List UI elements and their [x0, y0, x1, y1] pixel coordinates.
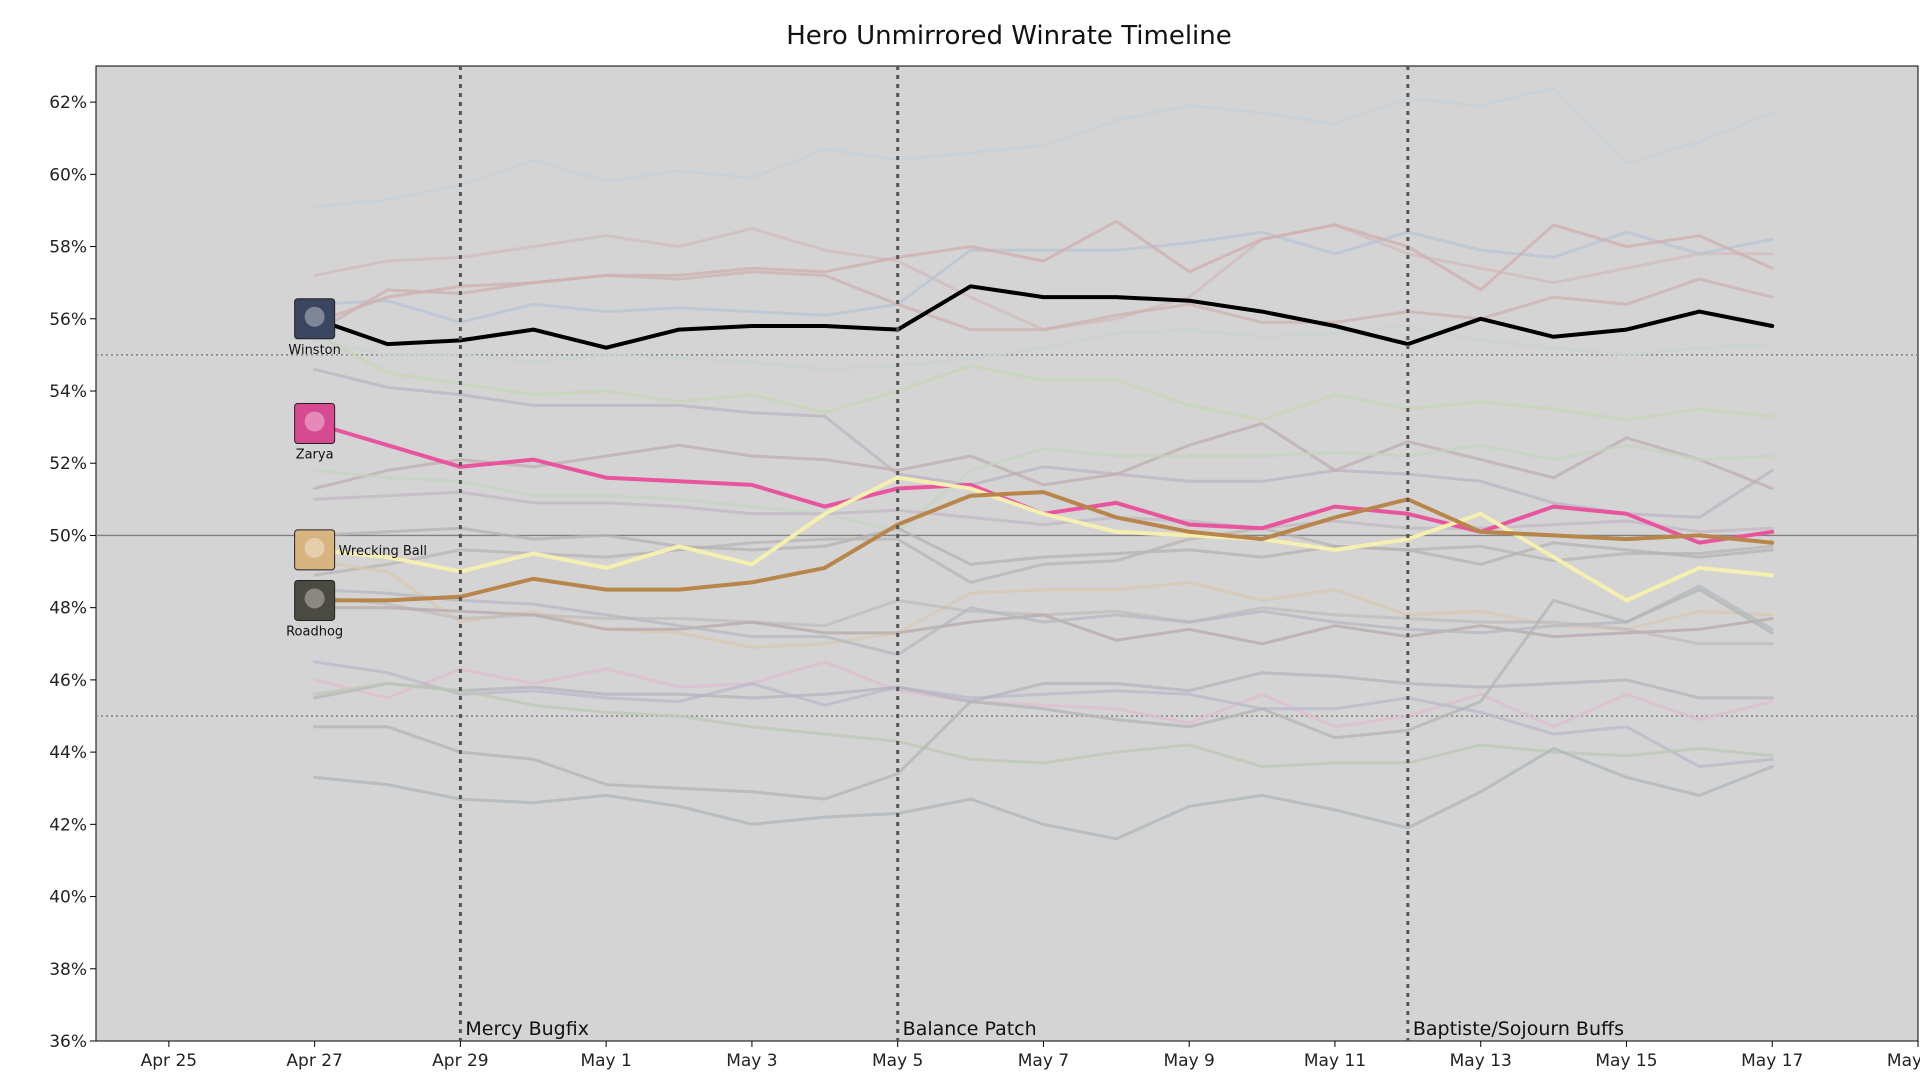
y-tick-label-3: 42% — [49, 815, 87, 835]
y-tick-label-0: 36% — [49, 1032, 87, 1052]
x-tick-label-1: Apr 27 — [286, 1051, 342, 1071]
winston-icon — [294, 298, 336, 340]
series-line-21 — [313, 660, 1774, 729]
event-label-2: Baptiste/Sojourn Buffs — [1413, 1018, 1624, 1040]
hero-markers: Winston Zarya Wrecking Ball Roadhog — [286, 298, 427, 639]
y-tick-label-8: 52% — [49, 454, 87, 474]
series-line-23 — [313, 671, 1774, 704]
wrecking-ball-icon-face — [304, 537, 325, 558]
y-tick-label-7: 50% — [49, 526, 87, 546]
hero-marker-zarya: Zarya — [294, 403, 336, 463]
series-line-12 — [313, 422, 1774, 490]
wrecking-ball-label: Wrecking Ball — [339, 544, 427, 559]
y-tick-label-12: 60% — [49, 165, 87, 185]
series-line-25 — [313, 588, 1774, 801]
x-tick-label-9: May 13 — [1450, 1051, 1512, 1071]
y-tick-label-13: 62% — [49, 93, 87, 113]
zarya-icon-face — [304, 411, 325, 432]
hero-marker-roadhog: Roadhog — [286, 579, 343, 639]
hero-marker-winston: Winston — [288, 298, 341, 358]
series-line-winston — [312, 284, 1775, 350]
series-line-wrecking-ball — [312, 475, 1775, 603]
series-line-8 — [313, 270, 1774, 335]
x-tick-label-5: May 5 — [872, 1051, 923, 1071]
x-tick-label-3: May 1 — [580, 1051, 631, 1071]
series-line-16 — [313, 526, 1774, 584]
y-tick-label-9: 54% — [49, 382, 87, 402]
highlighted-series-layer — [312, 284, 1775, 603]
wrecking-ball-icon — [294, 529, 336, 571]
series-line-6 — [313, 230, 1774, 324]
series-line-24 — [313, 682, 1774, 769]
series-line-roadhog — [312, 490, 1775, 603]
x-tick-label-0: Apr 25 — [141, 1051, 197, 1071]
series-line-9 — [313, 324, 1774, 371]
zarya-icon — [294, 403, 336, 444]
chart-title: Hero Unmirrored Winrate Timeline — [786, 21, 1232, 51]
x-tick-label-8: May 11 — [1304, 1051, 1366, 1071]
series-line-10 — [313, 331, 1774, 422]
roadhog-icon-face — [304, 588, 325, 609]
reference-lines — [96, 354, 1918, 717]
winston-icon-face — [304, 306, 325, 327]
series-line-26 — [313, 747, 1774, 841]
y-tick-label-2: 40% — [49, 888, 87, 908]
series-line-13 — [313, 443, 1774, 534]
series-line-20 — [313, 584, 1774, 657]
faded-series-layer — [313, 86, 1774, 841]
x-tick-label-11: May 17 — [1741, 1051, 1803, 1071]
series-line-22 — [313, 660, 1774, 769]
x-tick-label-2: Apr 29 — [432, 1051, 488, 1071]
roadhog-icon — [294, 579, 336, 621]
y-tick-label-1: 38% — [49, 960, 87, 980]
roadhog-label: Roadhog — [286, 624, 343, 639]
y-tick-label-4: 44% — [49, 743, 87, 763]
axes: 36% 38% 40% 42% 44% 46% 48% 50% 52% 54% 56% 58% 60% 6… — [49, 93, 1920, 1071]
y-tick-label-5: 46% — [49, 671, 87, 691]
x-tick-label-10: May 15 — [1595, 1051, 1657, 1071]
series-line-11 — [313, 367, 1774, 519]
y-tick-label-10: 56% — [49, 310, 87, 330]
hero-marker-wrecking-ball: Wrecking Ball — [294, 529, 427, 571]
event-label-0: Mercy Bugfix — [465, 1018, 589, 1040]
winston-label: Winston — [288, 343, 340, 358]
x-tick-label-6: May 7 — [1018, 1051, 1069, 1071]
series-line-14 — [313, 490, 1774, 534]
y-tick-label-6: 48% — [49, 599, 87, 619]
zarya-label: Zarya — [296, 448, 334, 463]
event-label-1: Balance Patch — [903, 1018, 1037, 1040]
x-tick-label-4: May 3 — [726, 1051, 777, 1071]
x-tick-label-12: May 19 — [1887, 1051, 1920, 1071]
series-line-15 — [313, 526, 1774, 566]
x-tick-label-7: May 9 — [1164, 1051, 1215, 1071]
series-line-4 — [313, 86, 1774, 209]
y-tick-label-11: 58% — [49, 238, 87, 258]
event-markers: Mercy Bugfix Balance Patch Baptiste/Sojour… — [458, 66, 1624, 1041]
